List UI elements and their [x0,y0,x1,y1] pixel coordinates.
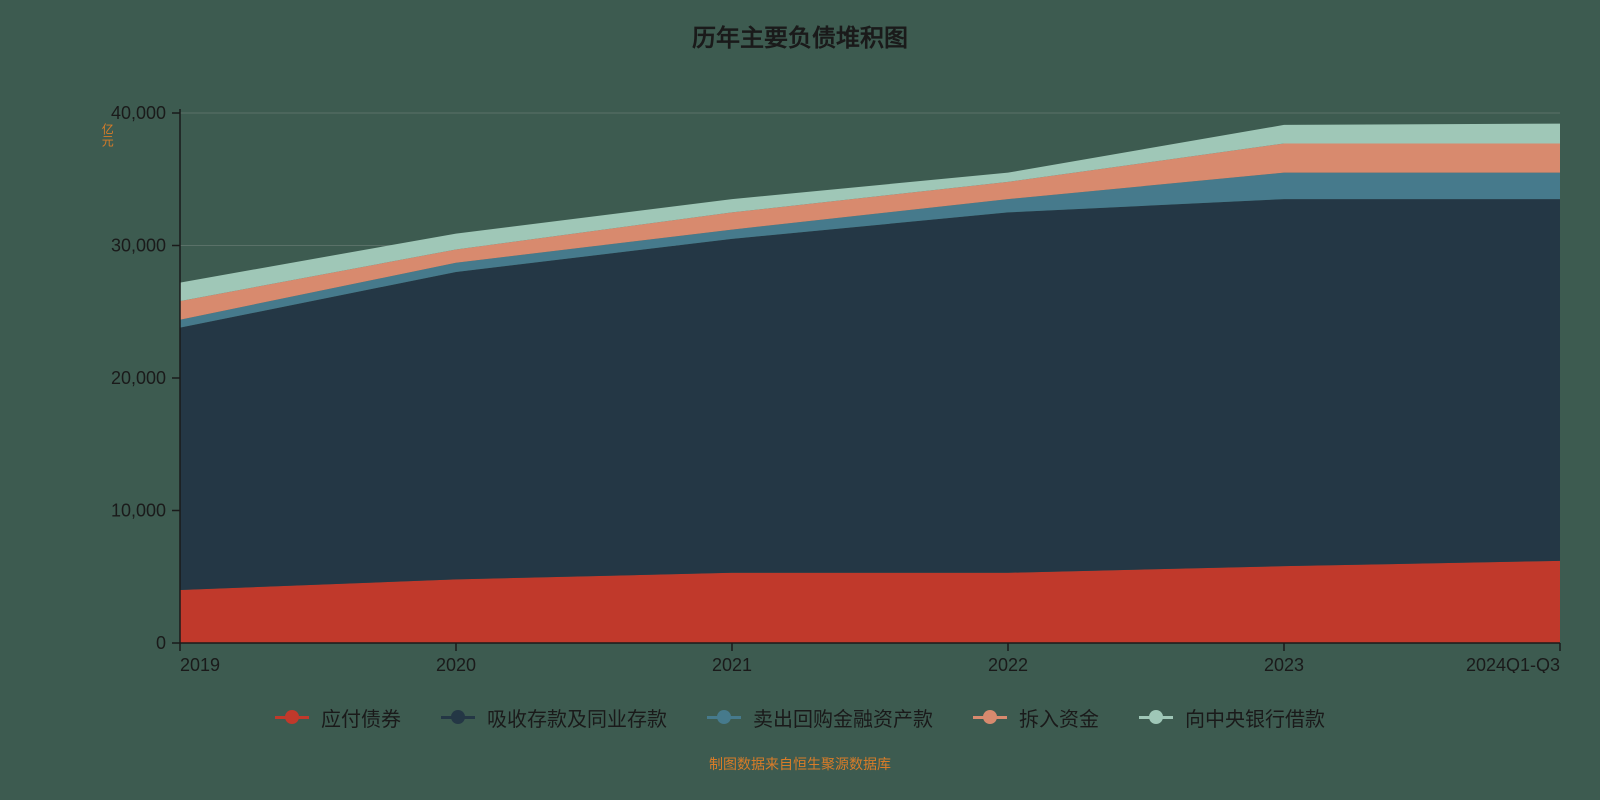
y-axis-label: 亿元 [100,123,113,147]
legend-label: 拆入资金 [1019,703,1099,732]
svg-text:2023: 2023 [1264,655,1304,673]
stacked-area-svg: 0 10,000 20,000 30,000 40,000 2019 2020 2021 202… [0,53,1600,673]
legend-line-icon [275,716,309,719]
svg-text:2022: 2022 [988,655,1028,673]
credit-line: 制图数据来自恒生聚源数据库 [0,754,1600,774]
legend-dot-icon [717,710,731,724]
legend-line-icon [1139,716,1173,719]
svg-text:20,000: 20,000 [111,368,166,388]
svg-text:0: 0 [156,633,166,653]
legend-item-s2: 吸收存款及同业存款 [441,703,667,732]
legend-dot-icon [1149,710,1163,724]
chart-area: 亿元 0 10,000 20,000 30,000 40,000 2019 2020 2021… [0,53,1600,673]
legend-dot-icon [451,710,465,724]
chart-title: 历年主要负债堆积图 [0,0,1600,53]
legend-line-icon [707,716,741,719]
svg-text:40,000: 40,000 [111,103,166,123]
legend-label: 应付债券 [321,703,401,732]
svg-text:2019: 2019 [180,655,220,673]
svg-text:30,000: 30,000 [111,236,166,256]
legend-dot-icon [983,710,997,724]
svg-text:2021: 2021 [712,655,752,673]
legend-item-s4: 拆入资金 [973,703,1099,732]
legend-line-icon [973,716,1007,719]
svg-text:2024Q1-Q3: 2024Q1-Q3 [1466,655,1560,673]
svg-text:10,000: 10,000 [111,501,166,521]
svg-text:2020: 2020 [436,655,476,673]
legend-item-s3: 卖出回购金融资产款 [707,703,933,732]
legend-item-s1: 应付债券 [275,703,401,732]
legend-dot-icon [285,710,299,724]
legend-label: 吸收存款及同业存款 [487,703,667,732]
legend-label: 向中央银行借款 [1185,703,1325,732]
legend-item-s5: 向中央银行借款 [1139,703,1325,732]
legend: 应付债券 吸收存款及同业存款 卖出回购金融资产款 拆入资金 向中央银行借款 [0,703,1600,732]
legend-label: 卖出回购金融资产款 [753,703,933,732]
legend-line-icon [441,716,475,719]
